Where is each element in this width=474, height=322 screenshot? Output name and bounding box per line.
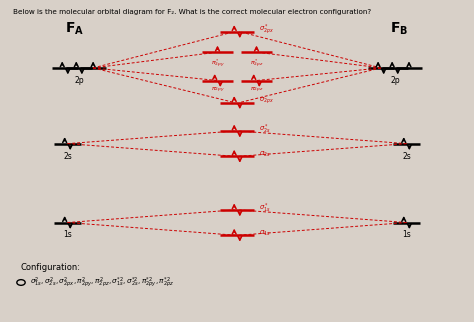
Text: $\pi_{2py}$: $\pi_{2py}$ bbox=[210, 86, 225, 95]
Text: $\sigma^*_{2px}$: $\sigma^*_{2px}$ bbox=[259, 23, 274, 37]
Text: $\pi^*_{2py}$: $\pi^*_{2py}$ bbox=[210, 58, 225, 70]
Text: $\pi_{2pz}$: $\pi_{2pz}$ bbox=[250, 86, 264, 95]
Text: 2s: 2s bbox=[63, 152, 72, 161]
Text: 2s: 2s bbox=[402, 152, 411, 161]
Text: $\sigma^*_{2s}$: $\sigma^*_{2s}$ bbox=[259, 123, 271, 136]
Text: $\sigma^*_{1s}$: $\sigma^*_{1s}$ bbox=[259, 202, 271, 215]
Text: 2p: 2p bbox=[390, 76, 400, 85]
Text: Below is the molecular orbital diagram for F₂. What is the correct molecular ele: Below is the molecular orbital diagram f… bbox=[13, 9, 371, 15]
Text: $\sigma_{1s}$: $\sigma_{1s}$ bbox=[259, 229, 271, 238]
Text: $\sigma_{2px}$: $\sigma_{2px}$ bbox=[259, 96, 274, 106]
Text: 1s: 1s bbox=[63, 231, 72, 240]
Text: $\mathbf{F_A}$: $\mathbf{F_A}$ bbox=[65, 20, 84, 37]
Text: 2p: 2p bbox=[74, 76, 84, 85]
Text: $\mathbf{F_B}$: $\mathbf{F_B}$ bbox=[391, 20, 409, 37]
Text: $\sigma_{1s}^2, \sigma_{2s}^2, \sigma_{2px}^2, \pi_{2py}^2, \pi_{2pz}^2,\sigma^{: $\sigma_{1s}^2, \sigma_{2s}^2, \sigma_{2… bbox=[30, 275, 174, 290]
Text: 1s: 1s bbox=[402, 231, 411, 240]
Text: Configuration:: Configuration: bbox=[21, 263, 81, 272]
Text: $\pi^*_{2pz}$: $\pi^*_{2pz}$ bbox=[250, 58, 264, 70]
Text: $\sigma_{2s}$: $\sigma_{2s}$ bbox=[259, 150, 271, 159]
